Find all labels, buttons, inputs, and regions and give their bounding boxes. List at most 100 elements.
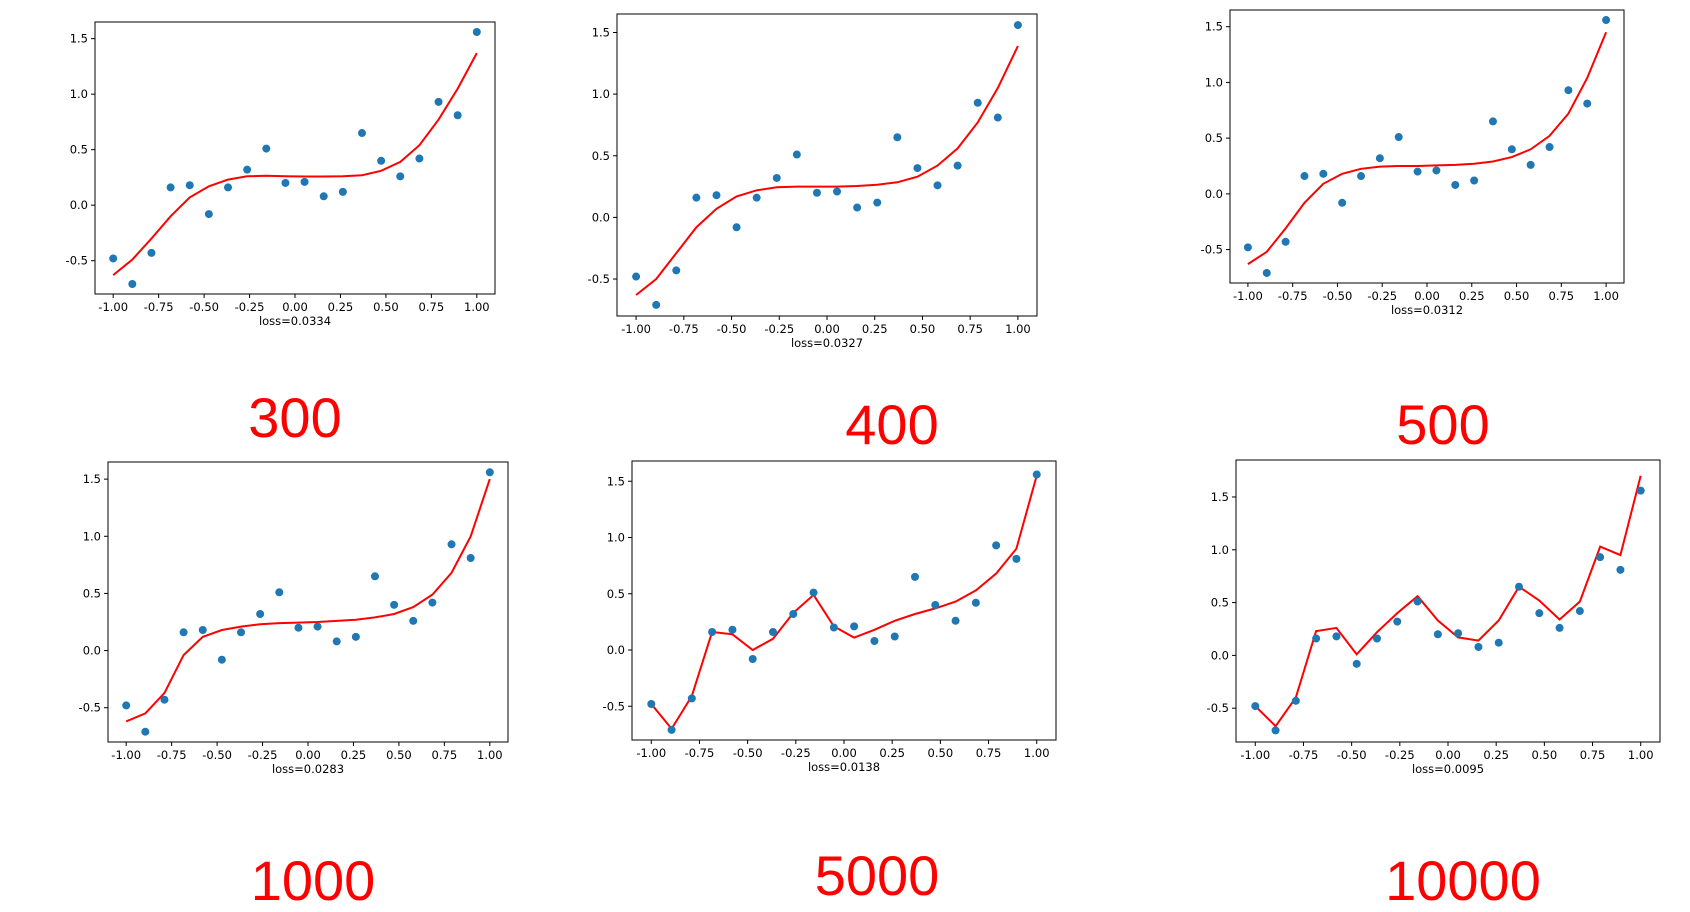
x-tick-label: 0.50	[910, 322, 936, 336]
x-axis-label: loss=0.0095	[1412, 762, 1484, 776]
x-tick-label: -0.25	[764, 322, 794, 336]
data-point	[237, 628, 246, 637]
data-point	[224, 183, 233, 192]
y-tick-label: 1.5	[607, 474, 625, 488]
data-point	[1352, 659, 1361, 668]
data-point	[275, 588, 284, 597]
panel-label: 10000	[1385, 849, 1541, 912]
data-point	[357, 129, 366, 138]
x-tick-label: -0.75	[144, 300, 174, 314]
data-point	[951, 616, 960, 625]
data-point	[217, 655, 226, 664]
data-point	[1555, 623, 1564, 632]
data-point	[1454, 629, 1463, 638]
x-tick-label: -0.25	[235, 300, 265, 314]
data-point	[204, 210, 213, 219]
x-tick-label: -0.50	[202, 748, 232, 762]
data-point	[728, 625, 737, 634]
data-point	[332, 637, 341, 646]
data-point	[1300, 172, 1309, 181]
data-point	[1488, 117, 1497, 126]
fit-line	[1247, 31, 1608, 265]
data-point	[466, 554, 475, 562]
data-point	[185, 181, 194, 190]
y-tick-label: 0.5	[592, 149, 610, 163]
panel-label: 1000	[250, 849, 376, 912]
x-tick-label: -0.50	[1337, 748, 1367, 762]
y-tick-label: 0.0	[1205, 187, 1223, 201]
y-tick-label: 1.0	[1211, 543, 1229, 557]
y-tick-label: 0.0	[70, 198, 88, 212]
data-point	[789, 610, 798, 618]
chart-panel-5000: -1.00 -0.75 -0.50 -0.25 0.00 0.25 0.50 0.75 1.00…	[560, 455, 1120, 910]
y-tick-label: -0.5	[603, 699, 625, 713]
data-point	[1602, 16, 1611, 25]
y-tick-label: 0.0	[607, 643, 625, 657]
data-point	[409, 616, 418, 625]
data-point	[1243, 243, 1252, 252]
data-point	[390, 600, 399, 609]
panel-label: 5000	[814, 844, 940, 907]
panel-label: 400	[845, 393, 939, 456]
x-tick-label: -0.75	[1289, 748, 1319, 762]
x-tick-label: 0.75	[1580, 748, 1606, 762]
chart-svg: -1.00 -0.75 -0.50 -0.25 0.00 0.25 0.50 0.75 1.00…	[588, 13, 1038, 350]
y-tick-label: 0.0	[592, 210, 610, 224]
x-tick-label: 1.00	[477, 748, 503, 762]
data-point	[1319, 169, 1328, 178]
data-point	[396, 172, 405, 181]
data-point	[351, 632, 360, 641]
data-point	[953, 161, 962, 170]
data-point	[732, 223, 741, 232]
data-point	[933, 181, 942, 190]
data-point	[109, 254, 118, 263]
x-tick-label: -0.25	[1385, 748, 1415, 762]
data-point	[911, 572, 920, 581]
data-point	[687, 694, 696, 703]
data-point	[472, 27, 481, 36]
x-axis-label: loss=0.0327	[791, 336, 863, 350]
data-point	[1393, 617, 1402, 626]
x-tick-label: -0.50	[1323, 289, 1353, 303]
x-tick-label: -1.00	[621, 322, 651, 336]
x-tick-label: 0.25	[879, 746, 905, 760]
chart-svg: -1.00 -0.75 -0.50 -0.25 0.00 0.25 0.50 0.75 1.00…	[603, 460, 1057, 774]
data-point	[931, 601, 940, 609]
data-point	[992, 541, 1001, 550]
data-point	[319, 192, 328, 201]
y-tick-label: 1.5	[83, 472, 101, 486]
data-point	[652, 300, 661, 309]
data-point	[1357, 172, 1366, 181]
data-point	[1526, 160, 1535, 169]
x-tick-label: -0.75	[669, 322, 699, 336]
data-point	[281, 178, 290, 187]
y-tick-label: 1.0	[1205, 75, 1223, 89]
data-point	[1271, 726, 1280, 735]
data-point	[708, 628, 717, 636]
data-point	[1032, 470, 1041, 479]
y-tick-label: 0.5	[1205, 131, 1223, 145]
x-tick-label: -1.00	[111, 748, 141, 762]
data-point	[1338, 198, 1347, 207]
y-tick-label: 1.5	[1205, 20, 1223, 34]
data-point	[122, 701, 131, 710]
y-tick-label: -0.5	[66, 254, 88, 268]
fit-line	[1254, 475, 1642, 728]
x-tick-label: -1.00	[98, 300, 128, 314]
data-point	[667, 725, 676, 734]
panel-label: 300	[248, 386, 342, 449]
data-point	[1616, 565, 1625, 574]
data-point	[829, 623, 838, 632]
data-point	[370, 572, 379, 581]
x-tick-label: 1.00	[1005, 322, 1031, 336]
x-tick-label: -0.50	[733, 746, 763, 760]
data-point	[198, 626, 207, 634]
y-tick-label: 1.0	[70, 87, 88, 101]
data-point	[1372, 634, 1381, 643]
chart-panel-10000: -1.00 -0.75 -0.50 -0.25 0.00 0.25 0.50 0.75 1.00…	[1120, 455, 1690, 910]
data-point	[748, 655, 757, 663]
data-point	[768, 628, 777, 636]
data-point	[1413, 167, 1422, 176]
x-tick-label: 1.00	[464, 300, 490, 314]
data-point	[971, 598, 980, 607]
